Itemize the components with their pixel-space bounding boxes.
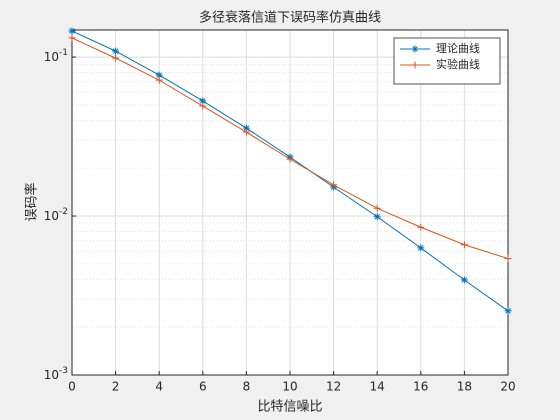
marker [199, 97, 207, 105]
marker [417, 244, 425, 252]
marker [373, 204, 381, 212]
x-tick-label: 0 [68, 380, 76, 394]
marker [242, 128, 250, 136]
x-tick-label: 2 [112, 380, 120, 394]
marker [504, 255, 512, 263]
tick-exponent: -2 [59, 207, 68, 217]
marker [155, 71, 163, 79]
x-tick-label: 18 [457, 380, 472, 394]
x-tick-label: 10 [282, 380, 297, 394]
tick-base: 10 [44, 50, 59, 64]
tick-base: 10 [44, 209, 59, 223]
marker [417, 223, 425, 231]
axes-box [71, 29, 509, 376]
marker [460, 241, 468, 249]
marker [199, 102, 207, 110]
marker [411, 45, 419, 53]
x-tick-label: 12 [326, 380, 341, 394]
marker [68, 34, 76, 42]
marker [112, 54, 120, 62]
marker [460, 276, 468, 284]
marker [112, 47, 120, 55]
x-tick-label: 6 [199, 380, 207, 394]
x-tick-label: 16 [413, 380, 428, 394]
marker [330, 181, 338, 189]
marker [286, 155, 294, 163]
marker [373, 213, 381, 221]
legend-label: 实验曲线 [436, 57, 480, 71]
legend-label: 理论曲线 [436, 41, 480, 55]
x-tick-label: 8 [243, 380, 251, 394]
x-tick-label: 20 [500, 380, 515, 394]
marker [68, 27, 76, 35]
tick-exponent: -1 [59, 48, 68, 58]
y-tick-label: 10-3 [44, 366, 68, 382]
legend-box [393, 37, 501, 85]
y-tick-label: 10-1 [44, 48, 68, 64]
y-tick-label: 10-2 [44, 207, 68, 223]
marker [504, 307, 512, 315]
marker [411, 61, 419, 69]
marker [242, 124, 250, 132]
tick-exponent: -3 [59, 366, 68, 376]
chart-title: 多径衰落信道下误码率仿真曲线 [199, 10, 381, 26]
y-axis-label: 误码率 [24, 182, 40, 221]
marker [155, 76, 163, 84]
tick-base: 10 [44, 368, 59, 382]
x-tick-label: 4 [155, 380, 163, 394]
x-axis-label: 比特信噪比 [257, 400, 322, 415]
x-tick-label: 14 [370, 380, 385, 394]
